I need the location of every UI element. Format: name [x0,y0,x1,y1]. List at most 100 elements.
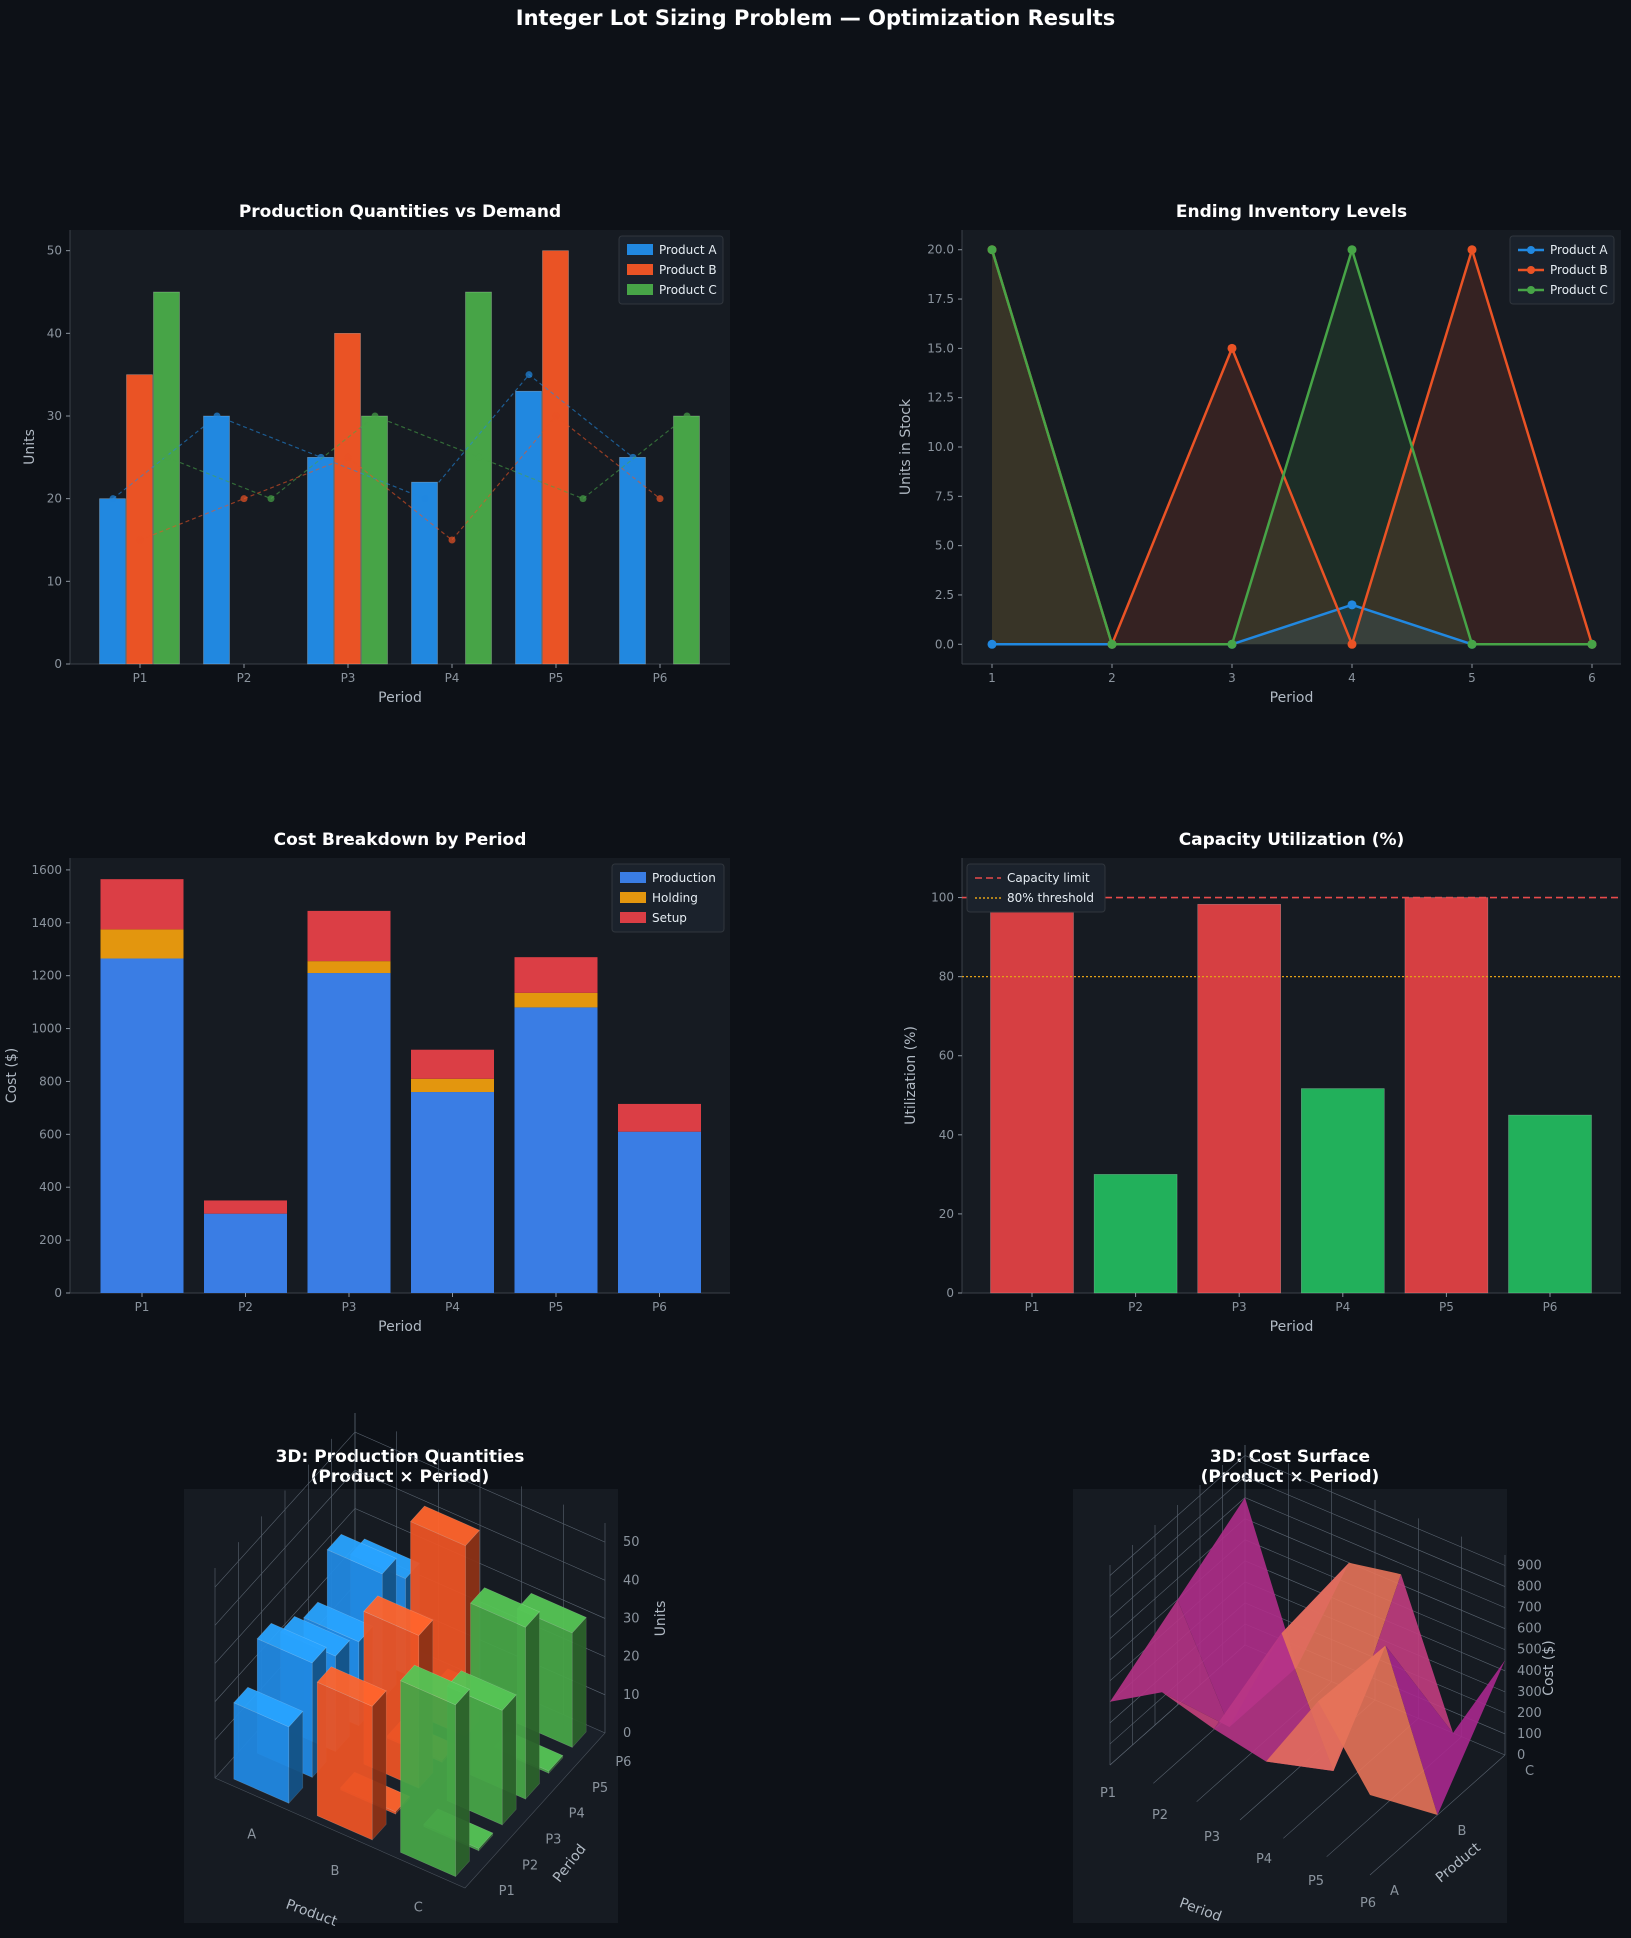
z-tick-label: 900 [1517,1559,1542,1574]
y-tick-label: 12.5 [927,391,954,405]
demand-point [656,495,664,503]
demand-point [163,453,171,461]
x-tick-label: P6 [1543,1300,1558,1314]
bar-side [288,1710,304,1805]
bar-top [316,1666,387,1707]
bar-holding [100,929,184,959]
data-point [1467,639,1477,649]
y-axis-label: Units in Stock [898,398,914,495]
bar-top [363,1595,434,1636]
bar-product-a [515,390,542,665]
bar-side [525,1611,540,1800]
grid-line [214,1469,606,1626]
legend-marker [1527,286,1535,294]
z-tick-label: 500 [1517,1643,1542,1658]
y-tick-label: 40 [47,326,62,340]
surface-patch [1318,1645,1438,1815]
y-tick-label: P4 [569,1807,585,1822]
bar-setup [411,1049,494,1079]
bar-top [326,1533,397,1575]
y-axis-label: Cost ($) [4,1048,20,1103]
data-point [987,639,997,649]
demand-point [267,495,275,503]
bar-setup [307,910,391,962]
y-tick-label: 0 [946,1286,954,1300]
z-tick-label: 100 [1517,1727,1542,1742]
y-tick-label: 50 [47,244,62,258]
bar-top [256,1622,327,1664]
z-tick-label: 300 [1517,1685,1542,1700]
x-axis-label: Period [1270,1319,1314,1335]
bar-side [571,1616,587,1749]
z-tick-label: 30 [623,1611,640,1626]
bar-top [469,1587,541,1628]
y-axis-label: Units [22,429,38,465]
y-tick-label: 40 [939,1128,954,1142]
bar-top [446,1670,517,1711]
utilization-bar [1197,903,1281,1294]
z-tick-label: 10 [623,1688,640,1703]
surface-patch [1333,1574,1453,1771]
x-tick-label: 5 [1468,671,1476,685]
legend-box [966,863,1106,913]
z-tick-label: 400 [1517,1664,1542,1679]
x-tick-label: P4 [445,671,460,685]
y-tick-label: 100 [931,891,954,905]
y-tick-label: 800 [39,1074,62,1088]
data-point [1107,639,1117,649]
x-tick-label: 3 [1228,671,1236,685]
demand-point [475,453,483,461]
x-tick-label: P5 [1439,1300,1454,1314]
legend-label: Product A [659,243,717,257]
x-axis-label: Period [378,690,422,706]
x-tick-label: 4 [1348,671,1356,685]
bar-top [516,1592,587,1634]
utilization-bar [1404,897,1489,1294]
x-tick-label: P2 [1152,1808,1168,1823]
chart-title: 3D: Cost Surface [1210,1447,1370,1467]
demand-point [421,495,429,503]
data-point [1227,639,1237,649]
demand-point [136,536,144,544]
bar-side [371,1690,387,1841]
z-tick-label: 40 [623,1573,640,1588]
figure-title: Integer Lot Sizing Problem — Optimizatio… [515,6,1116,30]
grid-line [214,1508,606,1664]
utilization-bar [1301,1088,1385,1294]
y-tick-label: 20 [47,492,62,506]
bar-product-b [334,333,361,665]
bar-product-c [153,291,180,665]
bar-product-b [126,374,153,665]
y-tick-label: 17.5 [927,292,954,306]
chart-title: 3D: Production Quantities [276,1447,525,1467]
z-axis-label: Cost ($) [1541,1640,1557,1695]
demand-point [552,412,560,420]
x-tick-label: P6 [653,671,668,685]
y-tick-label: A [1390,1884,1399,1899]
y-tick-label: 1000 [31,1022,62,1036]
bar-product-a [99,498,126,665]
bar-production [618,1131,701,1293]
y-tick-label: 2.5 [935,588,954,602]
y-tick-label: 60 [939,1049,954,1063]
legend-swatch [627,244,653,255]
x-tick-label: P1 [133,671,148,685]
chart-cost: Cost Breakdown by Period Period 0 200 400 600… [4,830,730,1335]
bar-setup [618,1103,701,1132]
x-tick-label: P4 [1335,1300,1350,1314]
demand-point [448,536,456,544]
demand-line [166,415,688,500]
y-tick-label: 20.0 [927,243,954,257]
utilization-bar [990,910,1074,1294]
utilization-bar [1508,1114,1592,1294]
legend-swatch [620,912,646,923]
y-tick-label: 1400 [31,916,62,930]
bar-holding [514,992,598,1008]
y-tick-label: 0.0 [935,637,954,651]
bar-top [233,1686,304,1728]
legend-swatch [620,892,646,903]
legend-label: Product B [659,263,717,277]
data-point [1347,600,1357,610]
legend-label: Product B [1550,263,1608,277]
y-tick-label: 20 [939,1207,954,1221]
